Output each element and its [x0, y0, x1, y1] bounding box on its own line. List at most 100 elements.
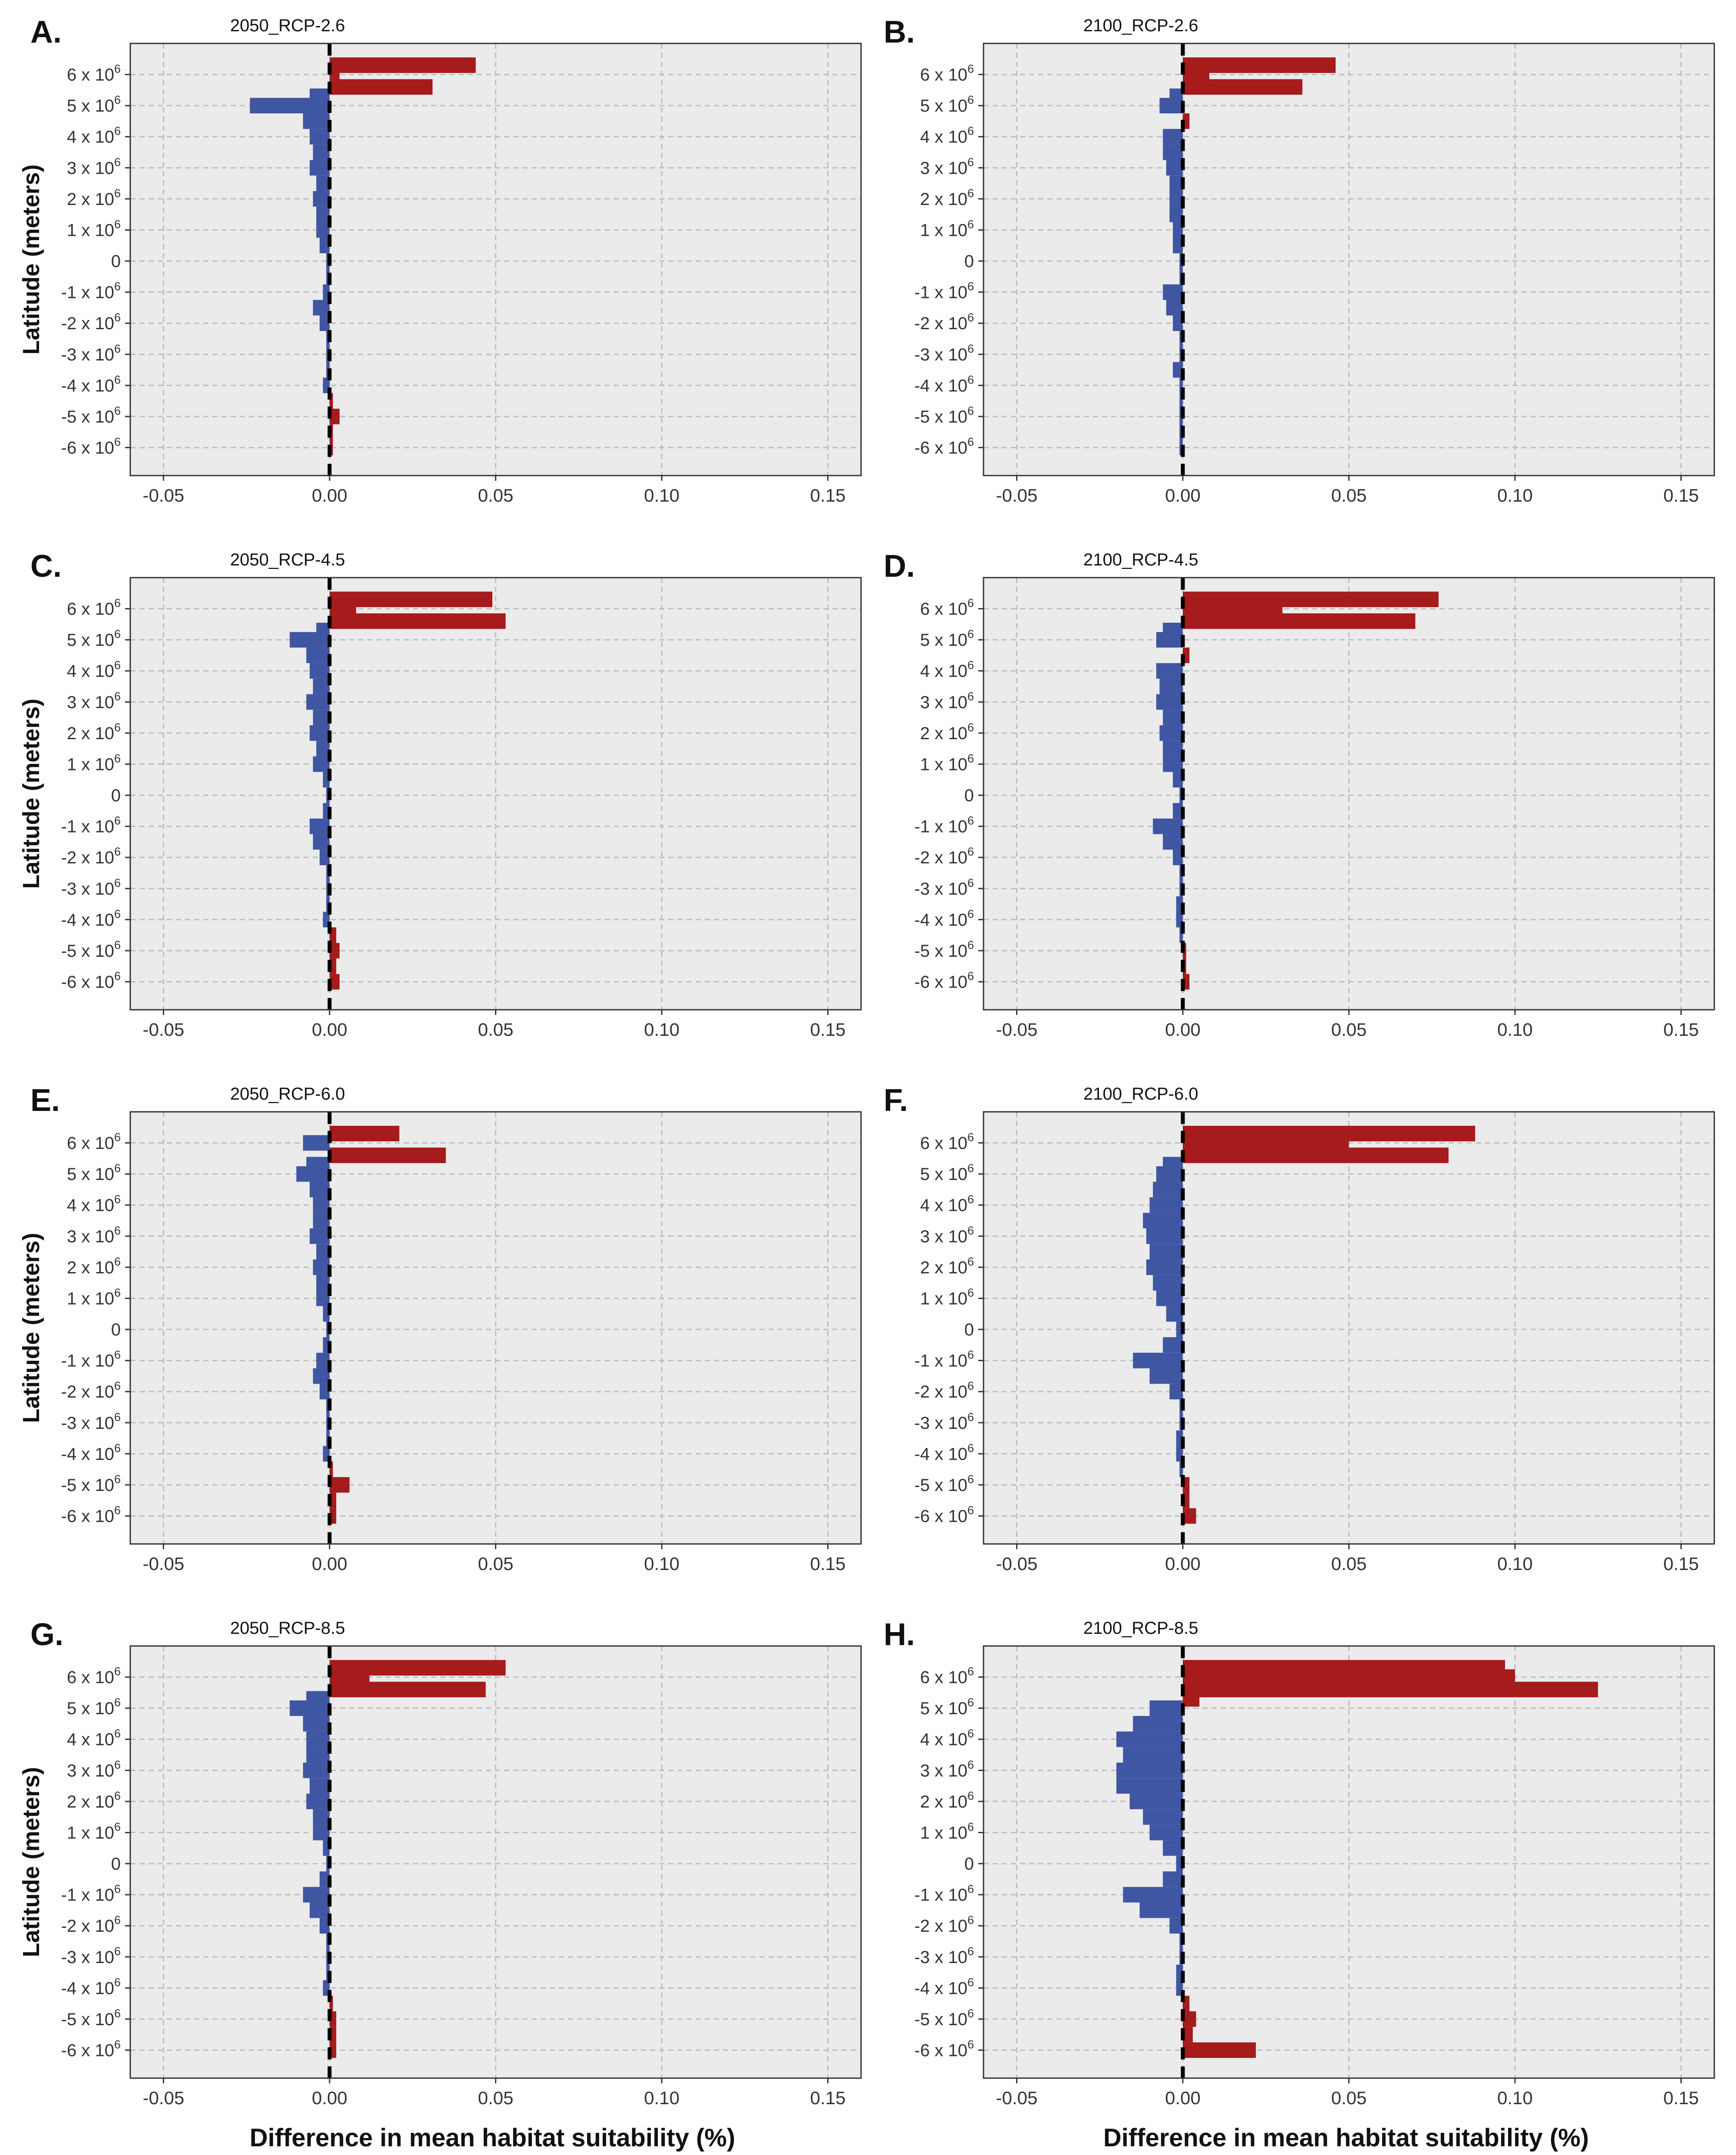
- bar: [306, 694, 330, 710]
- y-tick-label: -1 x 106: [61, 1883, 121, 1905]
- y-tick-label: -2 x 106: [914, 1914, 974, 1936]
- panel-g: -0.05 0.00 0.05 0.10 0.15 6 x 106 5 x 106 4 x 1…: [18, 1617, 862, 2108]
- y-tick-label: 1 x 106: [920, 218, 974, 240]
- y-tick-label: -3 x 106: [914, 876, 974, 899]
- y-tick-label: -3 x 106: [914, 1945, 974, 1967]
- bar: [320, 1918, 330, 1934]
- bar: [1179, 377, 1183, 393]
- y-tick-label: -6 x 106: [61, 436, 121, 458]
- y-tick-label: 6 x 106: [67, 597, 121, 619]
- y-tick-label: -1 x 106: [61, 1349, 121, 1371]
- bar: [1173, 772, 1183, 788]
- y-tick-label: -1 x 106: [914, 1349, 974, 1371]
- x-tick-label: 0.00: [1165, 1553, 1201, 1574]
- bar: [316, 175, 330, 192]
- panel-title: 2050_RCP-4.5: [230, 550, 345, 569]
- y-tick-label: 1 x 106: [67, 1286, 121, 1308]
- bar: [310, 725, 330, 741]
- bar: [1163, 710, 1183, 726]
- bar: [1169, 175, 1183, 192]
- bar: [313, 1368, 330, 1384]
- y-tick-label: 3 x 106: [67, 1224, 121, 1246]
- y-tick-label: 0: [964, 252, 974, 271]
- bar: [1149, 1824, 1183, 1841]
- bar: [330, 393, 333, 409]
- bar: [1156, 1290, 1183, 1306]
- bar: [1179, 927, 1183, 943]
- x-tick-label: 0.00: [1165, 2088, 1201, 2108]
- x-axis-title-right: Difference in mean habitat suitability (…: [1103, 2124, 1589, 2152]
- panel-title: 2100_RCP-6.0: [1083, 1084, 1198, 1104]
- bar: [1166, 300, 1183, 316]
- x-tick-label: -0.05: [996, 1553, 1038, 1574]
- bar: [250, 98, 330, 114]
- y-tick-label: 3 x 106: [67, 155, 121, 178]
- y-tick-label: 6 x 106: [67, 63, 121, 85]
- y-tick-label: -4 x 106: [914, 1976, 974, 1998]
- y-tick-label: 5 x 106: [920, 1696, 974, 1718]
- bar: [306, 1747, 330, 1763]
- x-tick-label: 0.10: [1497, 1553, 1533, 1574]
- bar: [1143, 1809, 1183, 1825]
- bar: [313, 191, 330, 207]
- bar: [330, 79, 433, 95]
- y-tick-label: 0: [964, 1320, 974, 1339]
- bar: [1146, 1228, 1183, 1244]
- bar: [313, 834, 330, 850]
- y-tick-label: 2 x 106: [67, 1255, 121, 1277]
- x-tick-label: 0.00: [312, 1553, 347, 1574]
- bar: [1183, 1508, 1196, 1524]
- bar: [310, 663, 330, 679]
- bar: [1123, 1887, 1183, 1903]
- bar: [310, 129, 330, 145]
- y-tick-label: 1 x 106: [920, 1820, 974, 1842]
- bar: [316, 1244, 330, 1260]
- x-tick-label: 0.00: [1165, 485, 1201, 506]
- bar: [313, 756, 330, 772]
- x-tick-label: 0.05: [1331, 2088, 1367, 2108]
- bar: [320, 315, 330, 331]
- panel-b: -0.05 0.00 0.05 0.10 0.15 6 x 106 5 x 106 4 x 1…: [884, 15, 1715, 506]
- bar: [1179, 1461, 1183, 1477]
- y-tick-label: 6 x 106: [67, 1131, 121, 1153]
- bar: [303, 113, 330, 129]
- x-tick-label: 0.05: [478, 2088, 514, 2108]
- bar: [320, 1384, 330, 1400]
- y-tick-label: 2 x 106: [920, 1789, 974, 1811]
- y-tick-label: -3 x 106: [61, 876, 121, 899]
- y-tick-label: 5 x 106: [67, 628, 121, 650]
- bar: [1183, 2026, 1193, 2043]
- x-tick-label: 0.05: [478, 485, 514, 506]
- bar: [320, 849, 330, 866]
- y-tick-label: -2 x 106: [914, 311, 974, 333]
- x-tick-label: 0.15: [810, 1553, 846, 1574]
- bar: [1149, 1244, 1183, 1260]
- y-tick-label: -2 x 106: [914, 845, 974, 867]
- bar: [330, 1461, 333, 1477]
- y-tick-label: -5 x 106: [914, 939, 974, 961]
- x-tick-label: 0.15: [810, 1019, 846, 1040]
- bar: [1183, 2042, 1256, 2058]
- bar: [1183, 1147, 1449, 1163]
- bar: [296, 1166, 330, 1182]
- bar: [1163, 834, 1183, 850]
- y-tick-label: 2 x 106: [67, 721, 121, 743]
- y-tick-label: 6 x 106: [920, 63, 974, 85]
- y-tick-label: 4 x 106: [920, 1727, 974, 1749]
- y-axis-title: Latitude (meters): [18, 1767, 44, 1957]
- bar: [1163, 144, 1183, 160]
- bar: [310, 160, 330, 176]
- bar: [1166, 1306, 1183, 1322]
- y-tick-label: -1 x 106: [914, 1883, 974, 1905]
- y-tick-label: -5 x 106: [61, 404, 121, 426]
- bar: [316, 1290, 330, 1306]
- bar: [313, 1824, 330, 1841]
- x-tick-label: 0.05: [1331, 1553, 1367, 1574]
- bar: [330, 1477, 350, 1493]
- y-tick-label: 0: [964, 1854, 974, 1874]
- bar: [1123, 1747, 1183, 1763]
- panel-title: 2050_RCP-8.5: [230, 1619, 345, 1638]
- bar: [1183, 2011, 1196, 2027]
- bar: [330, 409, 340, 424]
